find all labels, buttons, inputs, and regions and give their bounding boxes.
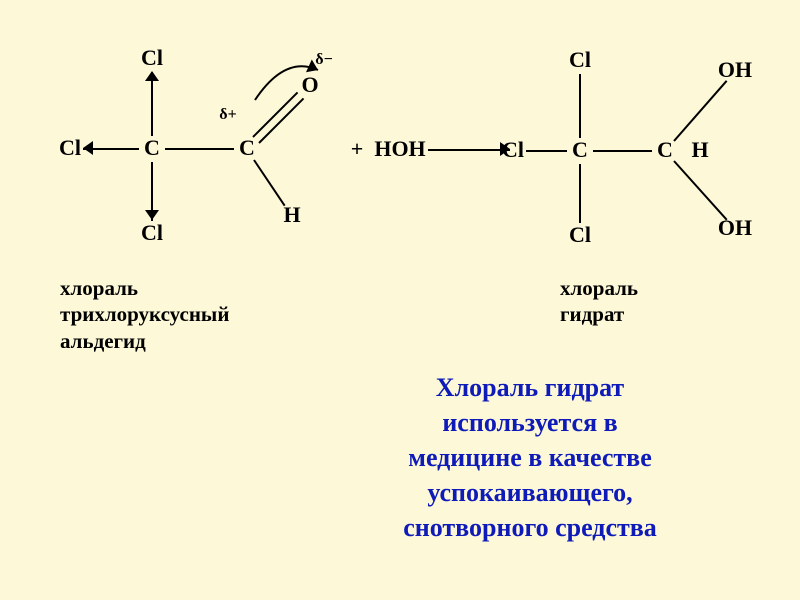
p-oh-bot: OH — [718, 217, 752, 239]
atom-h: H — [283, 204, 300, 226]
atom-cl-left: Cl — [59, 137, 81, 159]
bond-line — [593, 150, 652, 152]
bond-line — [673, 160, 727, 220]
bond-line — [151, 72, 153, 136]
arrowhead-icon — [500, 142, 510, 156]
bond-line — [673, 80, 727, 142]
bond-line — [258, 97, 304, 143]
atom-cl-bot: Cl — [141, 222, 163, 244]
bond-line — [165, 148, 234, 150]
bond-line — [579, 164, 581, 223]
label-left: хлоральтрихлоруксусныйальдегид — [60, 275, 229, 354]
arrowhead-icon — [83, 141, 93, 155]
p-cl-bot: Cl — [569, 224, 591, 246]
atom-cl-top: Cl — [141, 47, 163, 69]
bond-line — [428, 149, 510, 151]
p-c-right: C — [657, 139, 673, 161]
label-right: хлоральгидрат — [560, 275, 638, 328]
bond-line — [253, 159, 285, 206]
p-c-center: C — [572, 139, 588, 161]
caption-text: Хлораль гидратиспользуется вмедицине в к… — [320, 370, 740, 545]
atom-o: O — [301, 74, 318, 96]
bond-line — [253, 92, 299, 138]
arrowhead-icon — [145, 71, 159, 81]
arrowhead-icon — [145, 210, 159, 220]
plus-sign: + — [351, 136, 364, 162]
atom-c-right: C — [239, 137, 255, 159]
p-cl-top: Cl — [569, 49, 591, 71]
water-hoh: HOH — [374, 138, 425, 160]
bond-line — [579, 74, 581, 138]
diagram-canvas: Cl Cl C Cl C O H δ+ δ− + HOH Cl Cl C Cl … — [0, 0, 800, 600]
atom-c-center: C — [144, 137, 160, 159]
bond-line — [526, 150, 567, 152]
delta-plus: δ+ — [219, 106, 236, 124]
p-oh-top: OH — [718, 59, 752, 81]
p-h-mid: H — [691, 139, 708, 161]
